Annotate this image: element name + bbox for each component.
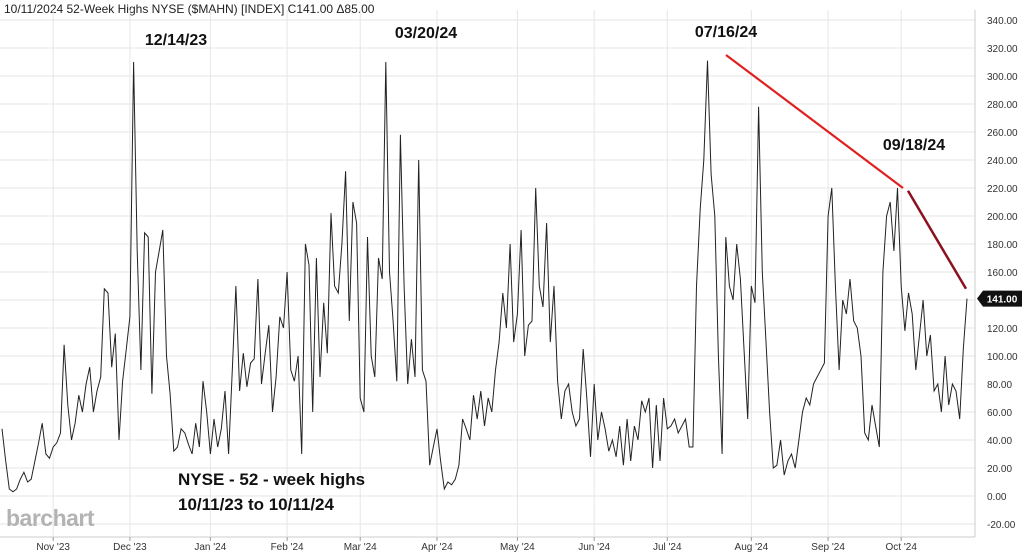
chart-header-title: 10/11/2024 52-Week Highs NYSE ($MAHN) [I… — [4, 2, 375, 16]
x-tick-label: Jun '24 — [578, 542, 610, 553]
y-tick-label: 200.00 — [987, 212, 1018, 223]
y-tick-label: 300.00 — [987, 72, 1018, 83]
barchart-logo: barchart — [6, 505, 95, 531]
y-axis: -20.00 0.00 20.00 40.00 60.00 80.00 100.00 120.… — [987, 16, 1018, 531]
peak-label-sep: 09/18/24 — [882, 137, 946, 154]
last-value-label: 141.00 — [987, 295, 1018, 306]
y-tick-label: 340.00 — [987, 16, 1018, 27]
y-tick-label: -20.00 — [987, 520, 1016, 531]
y-tick-label: 0.00 — [987, 492, 1007, 503]
series-line — [1, 60, 968, 493]
x-tick-label: Nov '23 — [36, 542, 70, 553]
trend-line-darkred — [906, 190, 968, 290]
y-tick-label: 240.00 — [987, 156, 1018, 167]
y-tick-label: 20.00 — [987, 464, 1012, 475]
y-tick-label: 280.00 — [987, 100, 1018, 111]
last-value-badge — [977, 290, 1022, 307]
x-tick-label: Jan '24 — [194, 542, 226, 553]
x-tick-label: Aug '24 — [735, 542, 769, 553]
x-tick-label: Sep '24 — [811, 542, 845, 553]
y-tick-label: 180.00 — [987, 240, 1018, 251]
x-tick-label: Jul '24 — [653, 542, 682, 553]
y-tick-label: 260.00 — [987, 128, 1018, 139]
annotation-line2: 10/11/23 to 10/11/24 — [178, 495, 334, 514]
x-tick-label: Feb '24 — [271, 542, 304, 553]
peak-label-dec: 12/14/23 — [144, 32, 208, 49]
annotation-line1: NYSE - 52 - week highs — [178, 470, 366, 489]
peak-label-jul: 07/16/24 — [694, 24, 758, 41]
last-value-badge-group: 141.00 — [977, 290, 1022, 307]
grid-lines — [0, 10, 976, 538]
x-tick-label: Oct '24 — [886, 542, 918, 553]
x-tick-label: May '24 — [500, 542, 535, 553]
series-layer — [1, 60, 968, 493]
x-tick-label: Apr '24 — [421, 542, 453, 553]
peak-label-mar: 03/20/24 — [394, 25, 458, 42]
y-tick-label: 60.00 — [987, 408, 1012, 419]
y-tick-label: 40.00 — [987, 436, 1012, 447]
x-tick-label: Dec '23 — [113, 542, 147, 553]
trend-line-red — [725, 54, 904, 189]
x-tick-label: Mar '24 — [344, 542, 377, 553]
y-tick-label: 160.00 — [987, 268, 1018, 279]
trend-lines — [725, 54, 968, 290]
y-tick-label: 120.00 — [987, 324, 1018, 335]
x-axis: Nov '23 Dec '23 Jan '24 Feb '24 Mar '24 Apr '… — [36, 537, 917, 553]
y-tick-label: 80.00 — [987, 380, 1012, 391]
y-tick-label: 320.00 — [987, 44, 1018, 55]
y-tick-label: 220.00 — [987, 184, 1018, 195]
y-tick-label: 100.00 — [987, 352, 1018, 363]
